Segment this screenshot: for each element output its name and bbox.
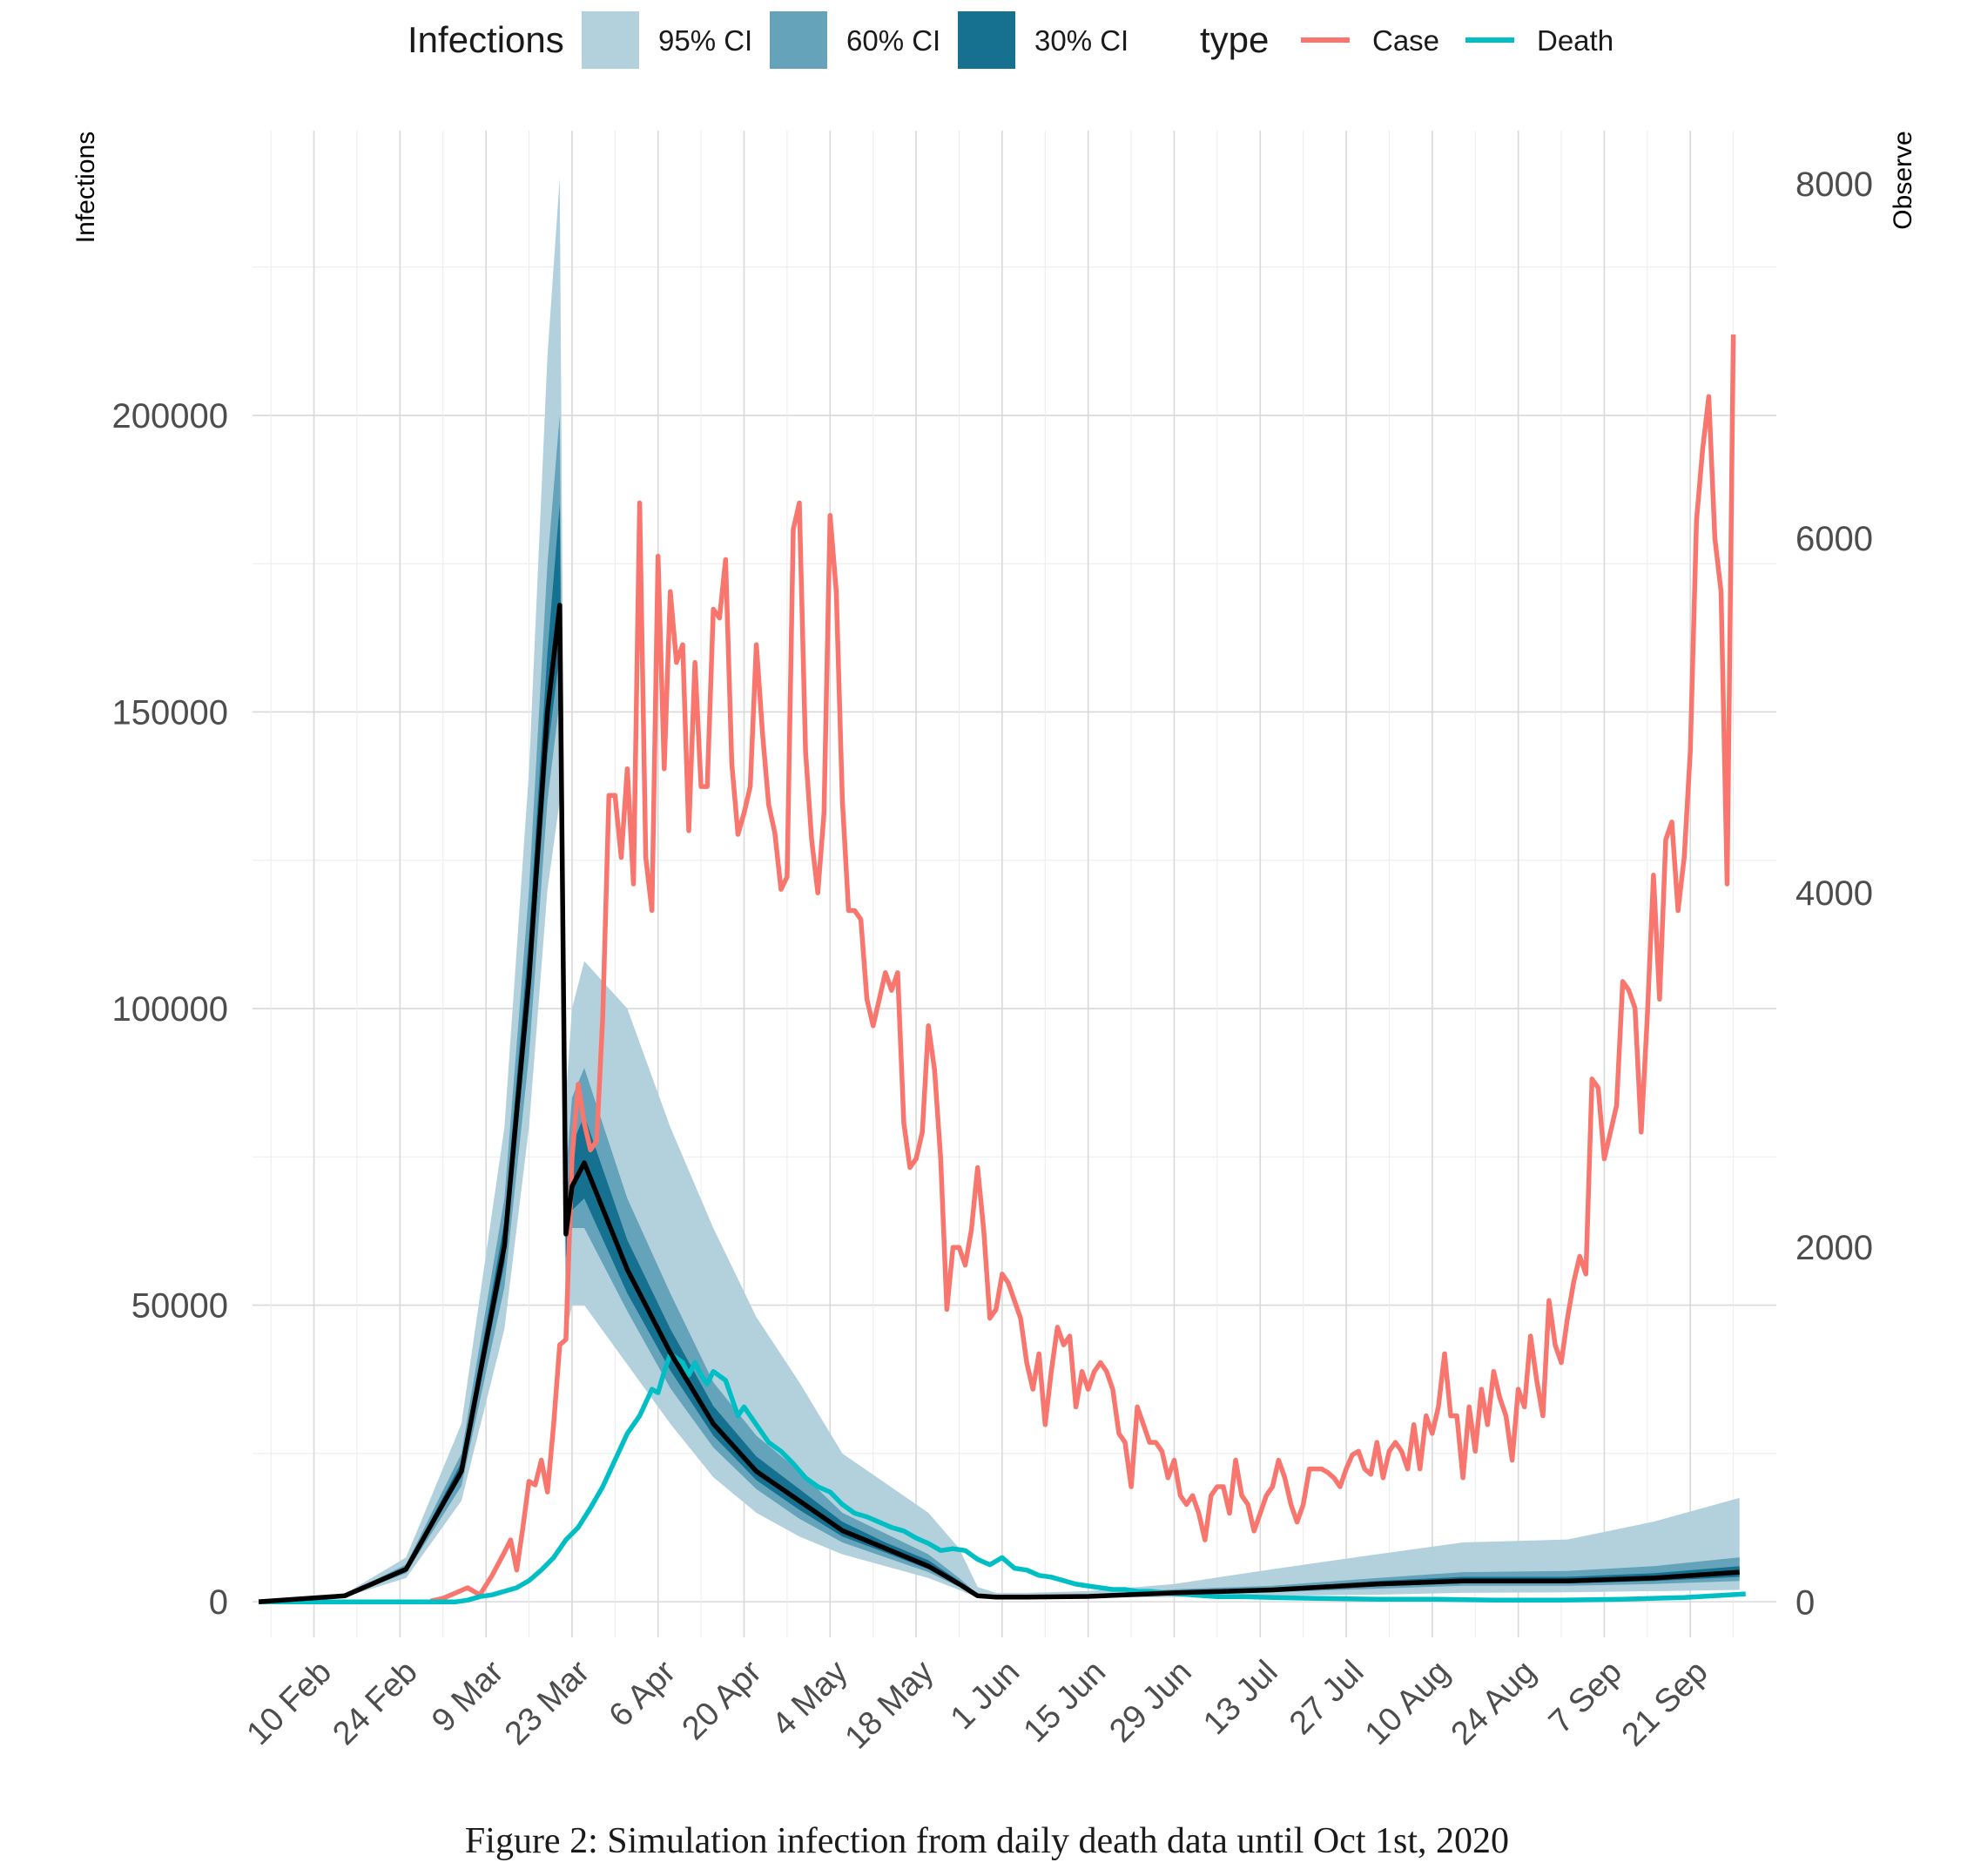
ci-bands	[259, 178, 1740, 1603]
y-axis-right-ticks: 0 2000 4000 6000 8000	[1795, 165, 1873, 1622]
y-right-tick-label: 2000	[1795, 1229, 1873, 1267]
x-tick-label: 27 Jul	[1283, 1654, 1371, 1742]
series-lines	[258, 334, 1746, 1605]
x-tick-label: 1 Jun	[944, 1654, 1027, 1737]
y-right-tick-label: 8000	[1795, 165, 1873, 204]
y-left-tick-label: 50000	[131, 1287, 228, 1326]
legend-infections-title: Infections	[408, 19, 564, 60]
infections-median-line	[258, 603, 1740, 1604]
legend-key-30ci	[958, 11, 1015, 69]
x-tick-label: 15 Jun	[1017, 1654, 1113, 1750]
x-tick-label: 10 Aug	[1358, 1654, 1457, 1752]
y-left-tick-label: 100000	[112, 990, 228, 1029]
x-tick-label: 18 May	[839, 1654, 941, 1757]
x-tick-label: 29 Jun	[1102, 1654, 1198, 1750]
y-left-tick-label: 0	[209, 1583, 228, 1622]
y-left-tick-label: 200000	[112, 397, 228, 435]
figure-caption: Figure 2: Simulation infection from dail…	[464, 1821, 1510, 1861]
x-tick-label: 20 Apr	[675, 1653, 769, 1747]
legend-label-ci: 30% CI	[1034, 24, 1128, 57]
legend-label-type: Case	[1372, 24, 1439, 57]
y-axis-right-label: Observe	[1889, 131, 1917, 229]
legend-label-ci: 60% CI	[846, 24, 940, 57]
x-tick-label: 21 Sep	[1615, 1654, 1715, 1754]
legend-label-type: Death	[1537, 24, 1614, 57]
y-right-tick-label: 0	[1795, 1583, 1815, 1622]
y-axis-left-ticks: 0 50000 100000 150000 200000	[112, 397, 228, 1622]
legend-type-title: type	[1200, 19, 1269, 60]
x-tick-label: 13 Jul	[1196, 1654, 1284, 1742]
x-tick-label: 6 Apr	[603, 1653, 684, 1734]
x-tick-label: 10 Feb	[240, 1654, 339, 1752]
x-tick-label: 24 Feb	[326, 1654, 424, 1752]
ci60-band	[259, 415, 1740, 1603]
x-tick-label: 24 Aug	[1445, 1654, 1543, 1752]
legend-label-ci: 95% CI	[658, 24, 752, 57]
y-right-tick-label: 6000	[1795, 520, 1873, 558]
y-axis-left-label: Infections	[71, 132, 100, 243]
x-tick-label: 23 Mar	[498, 1653, 597, 1752]
y-left-tick-label: 150000	[112, 693, 228, 732]
legend-key-60ci	[770, 11, 827, 69]
legend: Infections type 95% CI 60% CI 30% CI Case De…	[408, 11, 1614, 69]
y-right-tick-label: 4000	[1795, 874, 1873, 913]
ci30-band	[259, 504, 1740, 1603]
legend-key-95ci	[582, 11, 639, 69]
case-line	[430, 334, 1736, 1603]
